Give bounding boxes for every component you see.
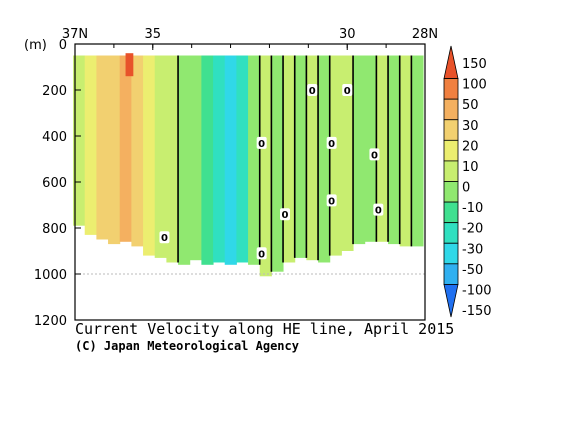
contour-label: 0 [328,196,335,207]
velocity-cell [388,55,401,245]
y-tick-label: 0 [59,38,67,53]
velocity-cell [119,55,132,242]
velocity-cell [189,55,202,261]
contour-zero-labels: 0 0 0 0 0 0 0 0 0 0 [159,84,384,260]
colorbar-top-arrow [443,45,459,79]
contour-label: 0 [161,233,168,244]
contour-label-bg [326,194,337,207]
velocity-cell [294,55,307,258]
colorbar-swatch [443,139,459,162]
velocity-cell [236,55,249,263]
contour-label: 0 [258,139,265,150]
colorbar-level-label: 150 [462,57,487,72]
colorbar-swatch [443,160,459,182]
colorbar-level-label: -20 [462,222,483,237]
x-tick-label: 30 [339,27,356,42]
velocity-cell [318,55,331,263]
y-axis-unit-label: (m) [24,38,47,53]
velocity-cell [271,55,284,272]
velocity-cell [108,55,121,245]
colorbar-swatch [443,98,459,121]
velocity-cell [143,55,156,256]
y-tick-label: 400 [42,130,67,145]
velocity-cell [341,55,354,251]
y-tick-label: 200 [42,84,67,99]
velocity-cell [411,55,424,247]
contour-label-bg [369,148,380,161]
colorbar-level-label: 100 [462,78,487,93]
x-axis-ticks: 37N 35 30 28N [62,27,438,50]
velocity-cell [224,55,237,265]
velocity-cell [283,55,296,263]
contour-label: 0 [371,150,378,161]
contour-label-bg [307,84,318,96]
contour-label: 0 [258,249,265,260]
colorbar-level-label: -100 [462,283,492,298]
velocity-field [73,53,424,277]
contour-label: 0 [375,206,382,217]
colorbar-level-label: 10 [462,160,479,175]
contour-label-bg [342,84,353,96]
velocity-cell [399,55,412,247]
velocity-cell [329,55,342,256]
velocity-cell [259,55,272,277]
contour-label-bg [256,247,267,260]
jet-core-cell [125,53,134,77]
velocity-cell [201,55,214,265]
contour-label-bg [280,208,290,221]
colorbar-level-label: 30 [462,119,479,134]
colorbar-level-label: -50 [462,263,483,278]
colorbar-level-label: 50 [462,98,479,113]
colorbar-level-label: -150 [462,304,492,319]
contour-label: 0 [282,210,289,221]
contour-label-bg [326,136,337,149]
colorbar-swatch [443,242,459,265]
colorbar-level-label: -10 [462,201,483,216]
x-tick-label: 37N [62,27,88,42]
credit-line: (C) Japan Meteorological Agency [75,339,299,353]
velocity-cell [213,55,226,263]
colorbar-swatch [443,181,459,203]
velocity-cell [96,55,109,240]
velocity-cell [73,55,86,226]
contour-label: 0 [328,139,335,150]
y-tick-label: 800 [42,222,67,237]
chart-title: Current Velocity along HE line, April 20… [75,320,454,338]
colorbar-swatch [443,263,459,285]
velocity-cell [248,55,261,265]
contour-label: 0 [344,86,351,97]
colorbar-level-label: 20 [462,139,479,154]
x-tick-label: 35 [145,27,162,42]
velocity-cell [154,55,167,258]
velocity-cell [178,55,191,265]
colorbar-level-label: -30 [462,242,483,257]
contour-lines [177,55,413,272]
colorbar-bottom-arrow [443,284,459,318]
y-axis-ticks: 0 200 400 600 800 1000 1200 [34,38,81,329]
y-tick-label: 600 [42,176,67,191]
colorbar-level-label: 0 [462,181,470,196]
velocity-cell [376,55,389,242]
colorbar-swatch [443,201,459,224]
contour-label-bg [159,231,170,244]
colorbar-swatch [443,78,459,100]
contour-label-bg [256,136,267,149]
velocity-cell [353,55,366,245]
contour-label-bg [373,203,384,216]
velocity-cell [306,55,319,261]
x-tick-label: 28N [412,27,438,42]
y-tick-label: 1000 [34,268,67,283]
velocity-cell [131,55,144,247]
colorbar-swatch [443,222,459,244]
y-tick-label: 1200 [34,314,67,329]
velocity-cell [166,55,179,263]
velocity-cell [84,55,97,235]
colorbar-swatch [443,119,459,141]
contour-label: 0 [309,86,316,97]
